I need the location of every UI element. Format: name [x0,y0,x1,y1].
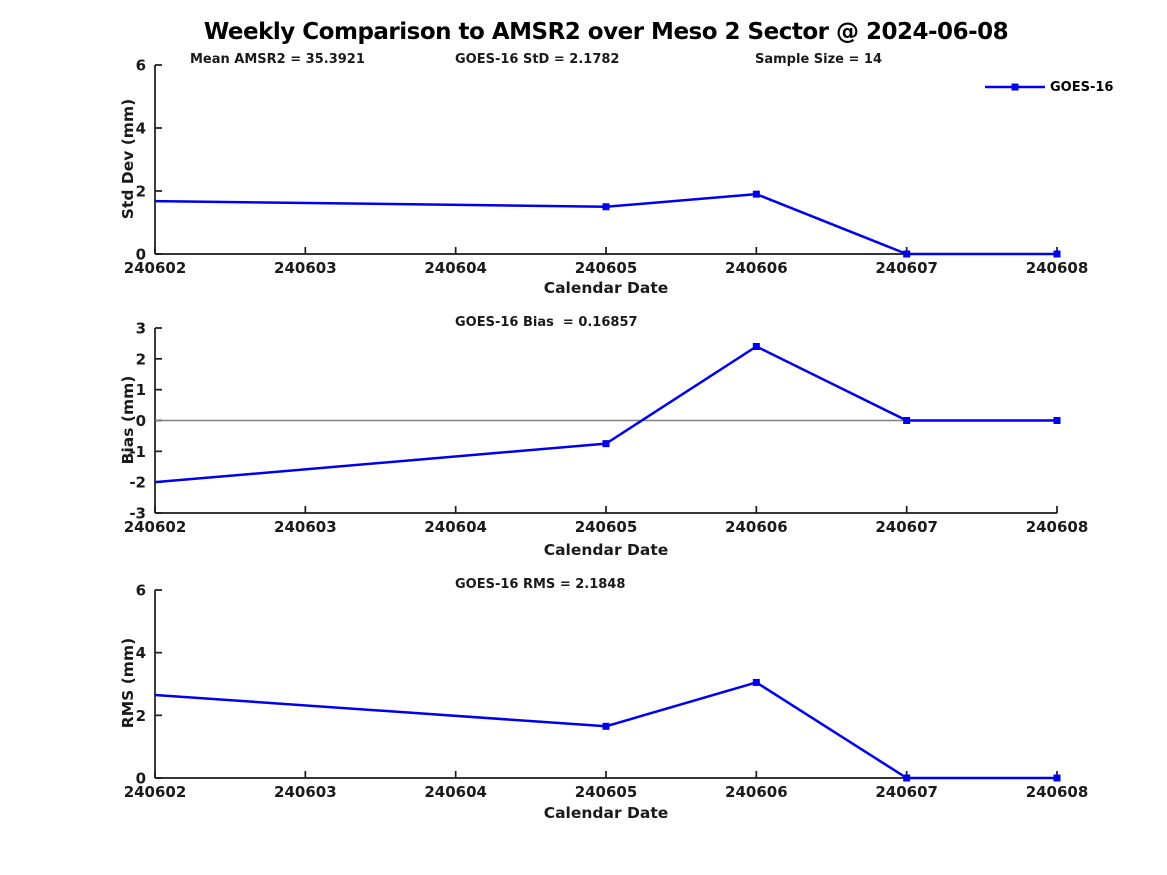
bias-y-tick-label: -3 [129,505,146,523]
bias-y-tick-label: -2 [129,474,146,492]
rms-y-axis-label: RMS (mm) [119,637,137,729]
rms-data-point-marker [602,722,610,730]
bias-x-tick-label: 240608 [1026,518,1089,536]
rms-x-tick-label: 240604 [424,783,487,801]
stat-goes16-bias: GOES-16 Bias = 0.16857 [455,315,638,330]
stddev-x-tick-label: 240605 [575,259,638,277]
bias-data-point-marker [752,343,760,350]
stddev-x-axis-label: Calendar Date [543,279,669,297]
legend-marker-sample [1011,83,1019,91]
bias-x-tick-label: 240606 [725,518,788,536]
rms-data-point-marker [903,774,911,782]
bias-x-axis-label: Calendar Date [543,541,669,559]
rms-x-tick-label: 240608 [1026,783,1089,801]
stddev-data-point-marker [602,203,610,211]
bias-y-tick-label: 2 [136,350,146,368]
bias-data-point-marker [903,417,911,424]
stddev-x-tick-label: 240603 [274,259,337,277]
stddev-x-tick-label: 240606 [725,259,788,277]
rms-x-axis-label: Calendar Date [543,804,669,822]
rms-data-point-marker [1053,774,1061,782]
stddev-x-tick-label: 240604 [424,259,487,277]
stat-goes16-std: GOES-16 StD = 2.1782 [455,52,620,67]
bias-x-tick-label: 240603 [274,518,337,536]
rms-y-tick-label: 2 [136,707,146,725]
stddev-x-tick-label: 240608 [1026,259,1089,277]
stddev-data-point-marker [903,250,911,258]
stddev-y-tick-label: 0 [136,246,146,264]
stddev-y-tick-label: 2 [136,183,146,201]
rms-data-line [154,681,1057,780]
stddev-data-line [154,192,1057,256]
stddev-x-tick-label: 240607 [875,259,938,277]
stat-sample-size: Sample Size = 14 [755,52,883,67]
bias-y-tick-label: 0 [136,412,146,430]
bias-x-tick-label: 240605 [575,518,638,536]
stat-goes16-rms: GOES-16 RMS = 2.1848 [455,577,626,592]
bias-y-tick-label: 3 [136,320,146,338]
bias-x-tick-label: 240607 [875,518,938,536]
rms-x-tick-label: 240606 [725,783,788,801]
stddev-y-axis-label: Std Dev (mm) [119,98,137,220]
bias-y-tick-label: 1 [136,381,146,399]
bias-data-point-marker [1053,417,1061,424]
rms-x-tick-label: 240602 [124,783,187,801]
stat-mean-amsr2: Mean AMSR2 = 35.3921 [190,52,365,67]
bias-data-line [154,345,1057,484]
rms-x-tick-label: 240607 [875,783,938,801]
bias-x-tick-label: 240604 [424,518,487,536]
stddev-y-tick-label: 6 [136,57,146,75]
bias-data-point-marker [602,440,610,448]
rms-x-tick-label: 240603 [274,783,337,801]
rms-x-tick-label: 240605 [575,783,638,801]
rms-y-tick-label: 4 [136,644,146,662]
stddev-x-tick-label: 240602 [124,259,187,277]
stddev-y-tick-label: 4 [136,120,146,138]
bias-y-axis-label: Bias (mm) [119,375,137,465]
stddev-data-point-marker [1053,250,1061,258]
stddev-data-point-marker [752,190,760,198]
legend-label-goes16: GOES-16 [1050,80,1114,95]
bias-y-tick-label: -1 [129,443,146,461]
rms-data-point-marker [752,678,760,686]
figure-title: Weekly Comparison to AMSR2 over Meso 2 S… [203,19,1009,45]
bias-x-tick-label: 240602 [124,518,187,536]
rms-y-tick-label: 0 [136,770,146,788]
rms-y-tick-label: 6 [136,582,146,600]
